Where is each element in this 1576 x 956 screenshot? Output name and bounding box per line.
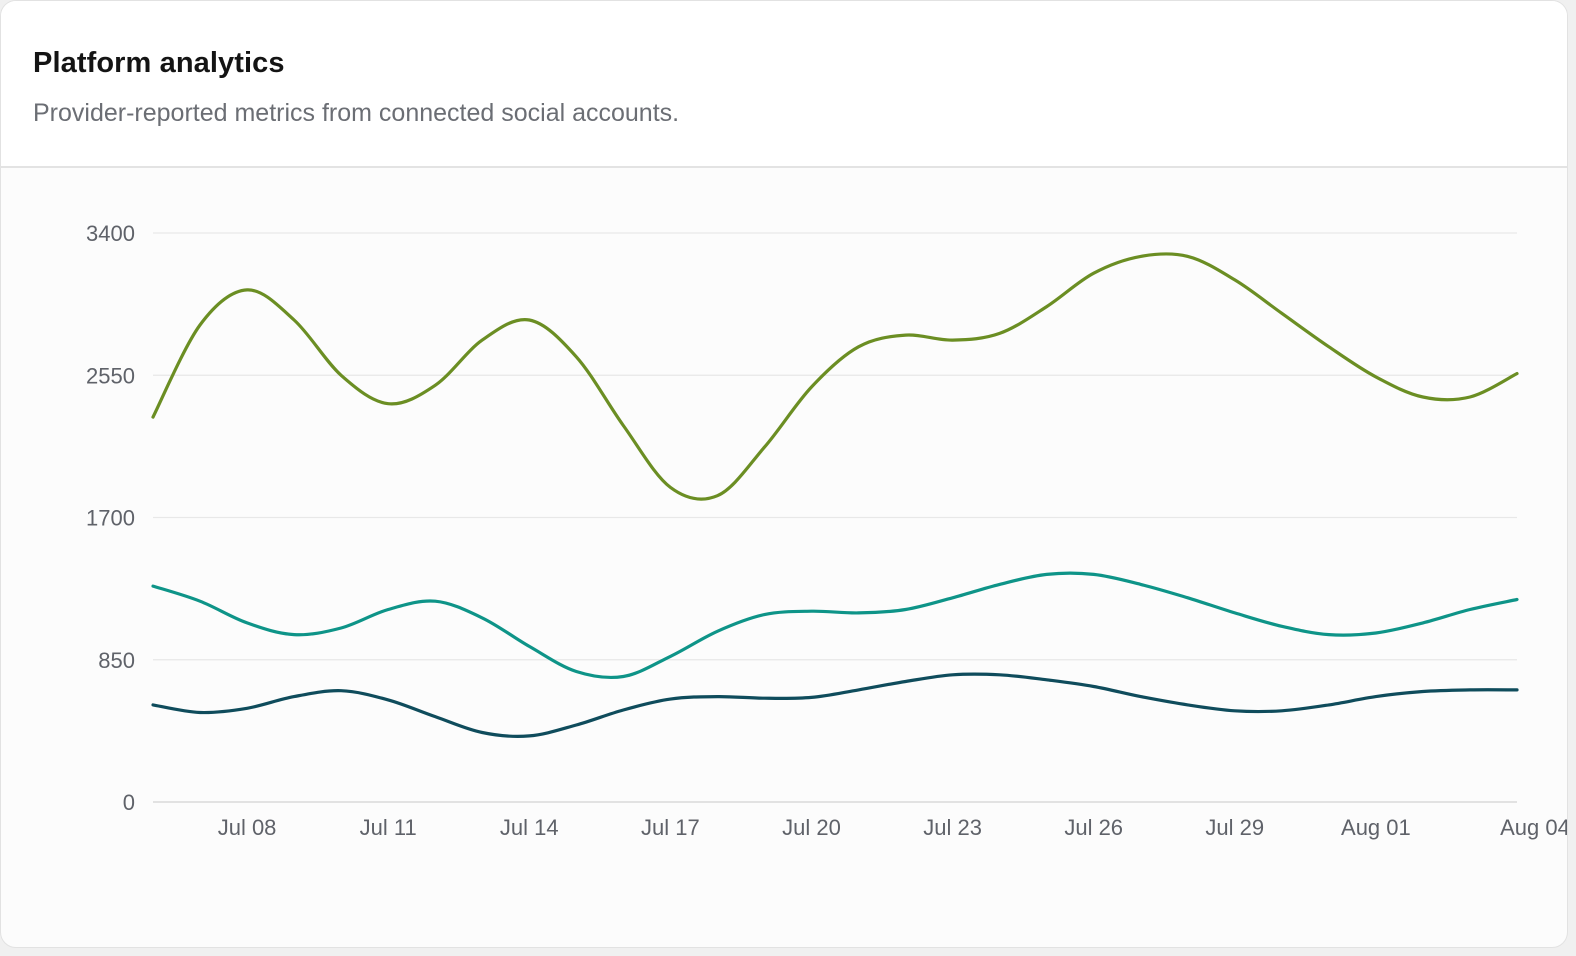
x-tick-label: Jul 14 bbox=[500, 815, 559, 840]
y-tick-label: 2550 bbox=[86, 363, 135, 388]
x-tick-label: Jul 11 bbox=[360, 815, 417, 840]
grid-lines bbox=[153, 232, 1517, 803]
x-tick-label: Jul 17 bbox=[641, 815, 700, 840]
series-line-2 bbox=[151, 571, 1519, 680]
x-axis-labels: Jul 08 Jul 11 Jul 14 Jul 17 Jul 20 Jul 23 Jul … bbox=[218, 815, 1568, 840]
x-tick-label: Aug 04 bbox=[1500, 815, 1568, 840]
card-title: Platform analytics bbox=[33, 47, 285, 79]
x-tick-label: Jul 20 bbox=[782, 815, 841, 840]
y-axis-labels: 0 850 1700 2550 3400 bbox=[86, 221, 135, 815]
x-tick-label: Jul 08 bbox=[218, 815, 277, 840]
y-tick-label: 3400 bbox=[86, 221, 135, 246]
series-line-3 bbox=[151, 672, 1519, 738]
x-tick-label: Jul 23 bbox=[923, 815, 982, 840]
series-lines bbox=[151, 252, 1519, 738]
x-tick-label: Jul 29 bbox=[1205, 815, 1264, 840]
chart-area: 0 850 1700 2550 3400 Jul 08 Jul 11 Jul 14 Jul 1… bbox=[1, 170, 1568, 947]
y-tick-label: 1700 bbox=[86, 506, 135, 531]
line-chart: 0 850 1700 2550 3400 Jul 08 Jul 11 Jul 14 Jul 1… bbox=[86, 221, 1568, 840]
card-header: Platform analytics Provider-reported met… bbox=[1, 1, 1567, 168]
y-tick-label: 0 bbox=[123, 790, 135, 815]
card-subtitle: Provider-reported metrics from connected… bbox=[33, 99, 680, 127]
x-tick-label: Aug 01 bbox=[1341, 815, 1411, 840]
x-tick-label: Jul 26 bbox=[1064, 815, 1123, 840]
series-line-1 bbox=[151, 252, 1519, 501]
y-tick-label: 850 bbox=[98, 648, 135, 673]
